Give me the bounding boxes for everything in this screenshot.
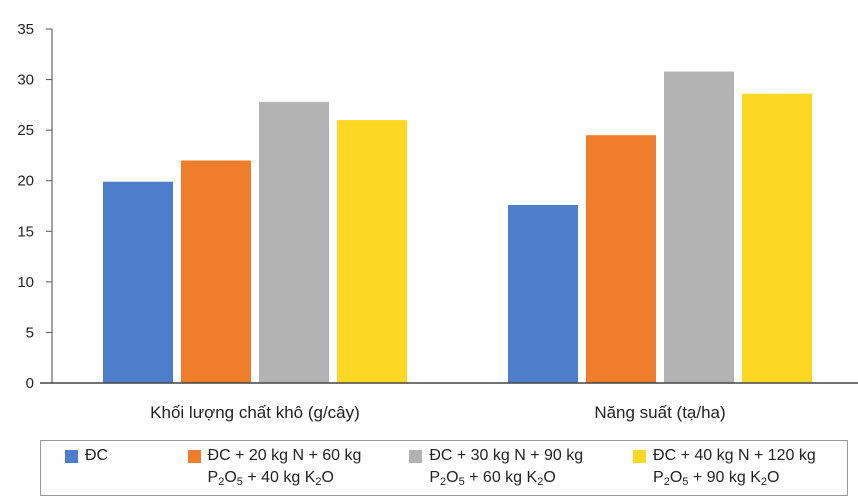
legend-label: ĐC bbox=[85, 447, 109, 464]
legend-label: ĐC + 20 kg N + 60 kg P2O5 + 40 kg K2O bbox=[207, 447, 362, 488]
y-tick-label: 25 bbox=[17, 122, 34, 139]
bar-1-2 bbox=[664, 71, 734, 383]
legend-swatch-npk-40 bbox=[633, 450, 647, 463]
legend-item-npk-30: ĐC + 30 kg N + 90 kg P2O5 + 60 kg K2O bbox=[409, 445, 633, 489]
bar-1-1 bbox=[586, 135, 656, 383]
y-tick-label: 30 bbox=[17, 72, 34, 89]
legend-item-npk-40: ĐC + 40 kg N + 120 kg P2O5 + 90 kg K2O bbox=[633, 445, 847, 489]
y-tick-label: 35 bbox=[17, 21, 34, 38]
y-axis: 0 5 10 15 20 25 30 35 bbox=[17, 21, 52, 392]
bar-chart: 0 5 10 15 20 25 30 35 Khối lượng chất khô (g/câ… bbox=[17, 21, 858, 422]
bar-1-0 bbox=[508, 204, 578, 383]
bars bbox=[103, 71, 812, 384]
legend-swatch-npk-20 bbox=[187, 450, 201, 463]
legend-item-dc: ĐC bbox=[65, 445, 188, 467]
bar-0-0 bbox=[103, 181, 173, 383]
x-category-label: Khối lượng chất khô (g/cây) bbox=[150, 403, 360, 422]
x-axis: Khối lượng chất khô (g/cây) Năng suất (tạ… bbox=[40, 29, 858, 422]
x-category-label: Năng suất (tạ/ha) bbox=[594, 403, 725, 422]
legend-swatch-dc bbox=[65, 450, 78, 463]
legend: ĐC ĐC + 20 kg N + 60 kg P2O5 + 40 kg K2O… bbox=[40, 440, 848, 496]
bar-1-3 bbox=[742, 93, 812, 383]
bar-0-3 bbox=[337, 120, 407, 384]
bar-0-1 bbox=[181, 160, 251, 383]
legend-label: ĐC + 30 kg N + 90 kg P2O5 + 60 kg K2O bbox=[429, 447, 584, 488]
legend-label-line2: P2O5 + 60 kg K2O bbox=[429, 469, 556, 488]
y-tick-label: 5 bbox=[26, 324, 34, 341]
legend-item-npk-20: ĐC + 20 kg N + 60 kg P2O5 + 40 kg K2O bbox=[187, 445, 410, 489]
legend-label: ĐC + 40 kg N + 120 kg P2O5 + 90 kg K2O bbox=[653, 447, 816, 488]
bar-0-2 bbox=[259, 101, 329, 383]
y-tick-label: 0 bbox=[26, 375, 34, 392]
legend-swatch-npk-30 bbox=[409, 450, 423, 463]
y-tick-label: 15 bbox=[17, 223, 34, 240]
legend-label-line2: P2O5 + 40 kg K2O bbox=[207, 469, 334, 488]
y-tick-label: 10 bbox=[17, 274, 34, 291]
y-tick-label: 20 bbox=[17, 173, 34, 190]
legend-label-line2: P2O5 + 90 kg K2O bbox=[653, 469, 780, 488]
